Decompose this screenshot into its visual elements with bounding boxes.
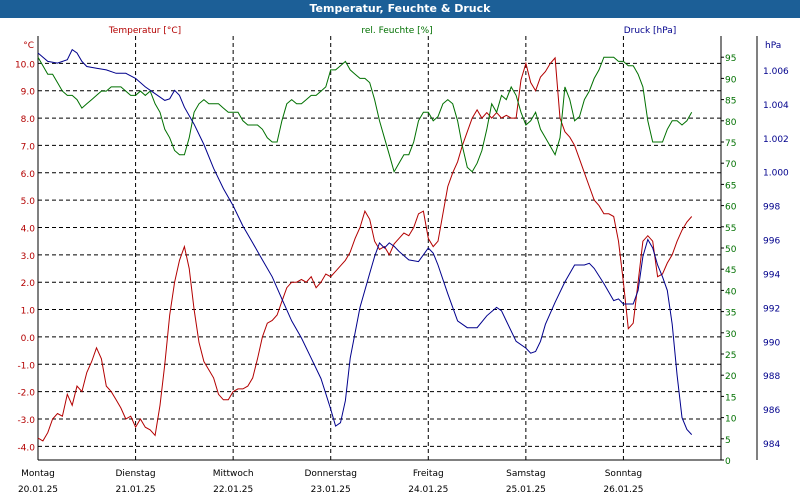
pressure-tick-label: 992 — [763, 304, 780, 314]
temperature-tick-label: -3.0 — [17, 416, 35, 426]
pressure-axis-title: Druck [hPa] — [624, 26, 677, 36]
day-label: Montag — [21, 469, 55, 479]
humidity-tick-label: 90 — [725, 75, 737, 85]
temperature-tick-label: 0.0 — [21, 334, 36, 344]
series-group — [37, 48, 693, 442]
humidity-tick-label: 10 — [725, 415, 737, 425]
series-line-pressure — [37, 48, 693, 435]
date-label: 21.01.25 — [116, 485, 156, 495]
pressure-tick-label: 988 — [763, 372, 780, 382]
pressure-tick-label: 984 — [763, 440, 780, 450]
humidity-tick-label: 60 — [725, 203, 737, 213]
day-label: Sonntag — [605, 469, 642, 479]
day-label: Samstag — [506, 469, 545, 479]
date-label: 24.01.25 — [408, 485, 448, 495]
humidity-tick-label: 40 — [725, 287, 737, 297]
pressure-tick-label: 986 — [763, 406, 780, 416]
humidity-tick-label: 75 — [725, 139, 736, 149]
axes — [37, 36, 758, 461]
humidity-tick-label: 65 — [725, 181, 736, 191]
pressure-unit-label: hPa — [765, 41, 781, 51]
pressure-tick-label: 994 — [763, 270, 780, 280]
series-line-temperature — [37, 56, 693, 442]
humidity-tick-label: 70 — [725, 160, 737, 170]
climate-chart: -4.0 -3.0 -2.0 -1.0 0.0 1.0 2.0 3.0 4.0 5.0 6.0 7.0… — [15, 26, 789, 495]
humidity-tick-label: 15 — [725, 393, 736, 403]
pressure-tick-label: 1.000 — [763, 169, 789, 179]
temperature-tick-label: 3.0 — [21, 252, 36, 262]
humidity-tick-label: 50 — [725, 245, 737, 255]
temperature-tick-label: 8.0 — [21, 115, 36, 125]
pressure-tick-label: 1.004 — [763, 101, 789, 111]
humidity-tick-label: 85 — [725, 97, 736, 107]
pressure-tick-label: 1.002 — [763, 135, 789, 145]
window-title: Temperatur, Feuchte & Druck — [0, 0, 800, 18]
temperature-tick-label: 4.0 — [21, 224, 36, 234]
temperature-tick-label: 5.0 — [21, 197, 36, 207]
humidity-tick-label: 45 — [725, 266, 736, 276]
temperature-tick-label: 9.0 — [21, 88, 36, 98]
temperature-tick-label: -4.0 — [17, 443, 35, 453]
humidity-tick-label: 95 — [725, 54, 736, 64]
labels-group: -4.0 -3.0 -2.0 -1.0 0.0 1.0 2.0 3.0 4.0 5.0 6.0 7.0… — [15, 26, 789, 495]
temperature-tick-label: 10.0 — [15, 60, 35, 70]
pressure-tick-label: 998 — [763, 203, 780, 213]
humidity-tick-label: 25 — [725, 351, 736, 361]
humidity-tick-label: 0 — [725, 457, 731, 467]
humidity-tick-label: 5 — [725, 436, 731, 446]
date-label: 25.01.25 — [506, 485, 546, 495]
temperature-unit-label: °C — [23, 41, 34, 51]
temperature-tick-label: -1.0 — [17, 361, 35, 371]
day-label: Donnerstag — [304, 469, 357, 479]
humidity-tick-label: 80 — [725, 118, 737, 128]
date-label: 23.01.25 — [311, 485, 351, 495]
plot-area — [38, 36, 721, 460]
humidity-tick-label: 35 — [725, 309, 736, 319]
temperature-axis-title: Temperatur [°C] — [108, 26, 181, 36]
temperature-tick-label: 6.0 — [21, 170, 36, 180]
date-label: 26.01.25 — [603, 485, 643, 495]
pressure-tick-label: 996 — [763, 237, 780, 247]
day-label: Dienstag — [116, 469, 156, 479]
humidity-tick-label: 20 — [725, 372, 737, 382]
temperature-tick-label: 7.0 — [21, 142, 36, 152]
humidity-tick-label: 55 — [725, 224, 736, 234]
series-line-humidity — [37, 56, 693, 173]
date-label: 20.01.25 — [18, 485, 58, 495]
date-label: 22.01.25 — [213, 485, 253, 495]
humidity-axis-title: rel. Feuchte [%] — [361, 26, 432, 36]
day-label: Freitag — [413, 469, 444, 479]
temperature-tick-label: 2.0 — [21, 279, 36, 289]
temperature-tick-label: 1.0 — [21, 307, 36, 317]
humidity-tick-label: 30 — [725, 330, 737, 340]
day-label: Mittwoch — [213, 469, 254, 479]
pressure-tick-label: 1.006 — [763, 67, 789, 77]
pressure-tick-label: 990 — [763, 338, 780, 348]
temperature-tick-label: -2.0 — [17, 389, 35, 399]
